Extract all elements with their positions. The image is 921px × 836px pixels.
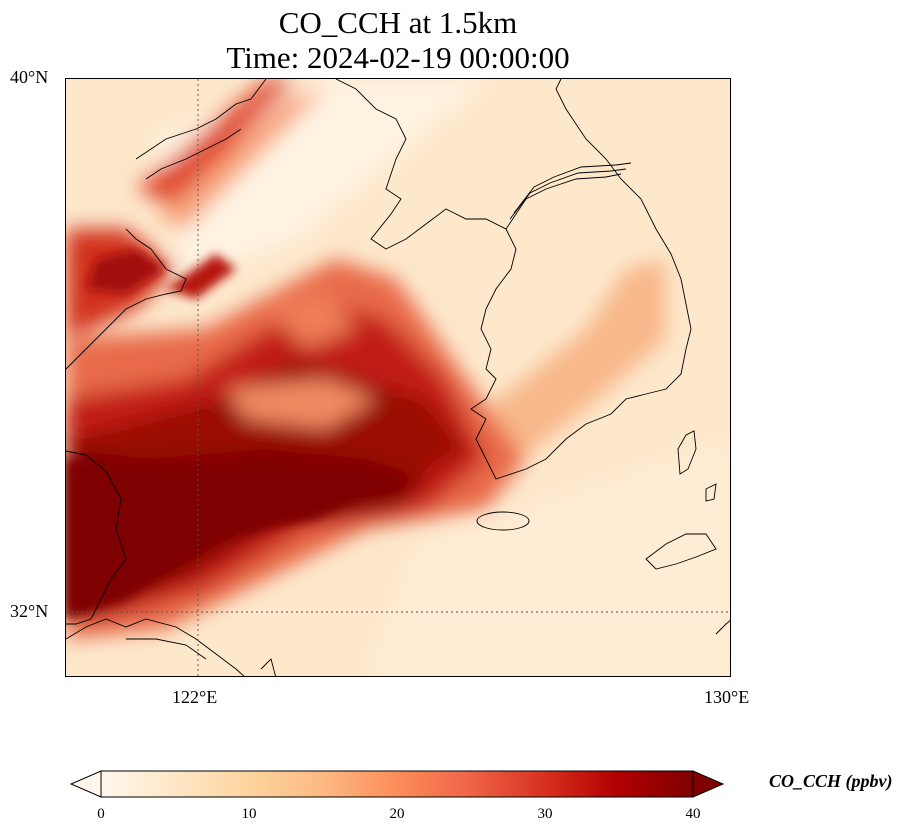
colorbar-extend-max — [692, 770, 725, 798]
colorbar-tick-30: 30 — [537, 806, 553, 822]
colorbar-tick-10: 10 — [241, 806, 257, 822]
concentration-map — [66, 79, 730, 676]
colorbar-gradient — [100, 770, 694, 798]
coastlines — [66, 79, 730, 676]
lon-label-122e: 122°E — [172, 687, 218, 707]
jeju-island — [476, 511, 530, 531]
plume-east — [486, 259, 666, 479]
map-title-variable: CO_CCH at 1.5km — [278, 5, 518, 40]
colorbar-extend-min — [70, 770, 102, 798]
colorbar-tick-20: 20 — [389, 806, 405, 822]
colorbar-label: CO_CCH (ppbv) — [769, 771, 893, 791]
gridlines — [66, 79, 730, 676]
lat-label-40n: 40°N — [10, 67, 49, 87]
lon-label-130e: 130°E — [704, 687, 750, 707]
colorbar — [70, 770, 725, 798]
colorbar-tick-40: 40 — [685, 806, 701, 822]
coast-korea — [335, 79, 692, 480]
coast-liaodong-west — [135, 79, 267, 160]
coast-china-east — [66, 450, 127, 625]
coast-yangtze — [66, 618, 245, 676]
coast-shandong — [66, 268, 187, 370]
colorbar-tick-0: 0 — [97, 806, 105, 822]
map-panel — [65, 78, 731, 677]
map-title-time: Time: 2024-02-19 00:00:00 — [226, 40, 570, 75]
concentration-field-detail — [66, 249, 396, 619]
low-zone-south — [366, 439, 730, 676]
lat-label-32n: 32°N — [10, 601, 49, 621]
